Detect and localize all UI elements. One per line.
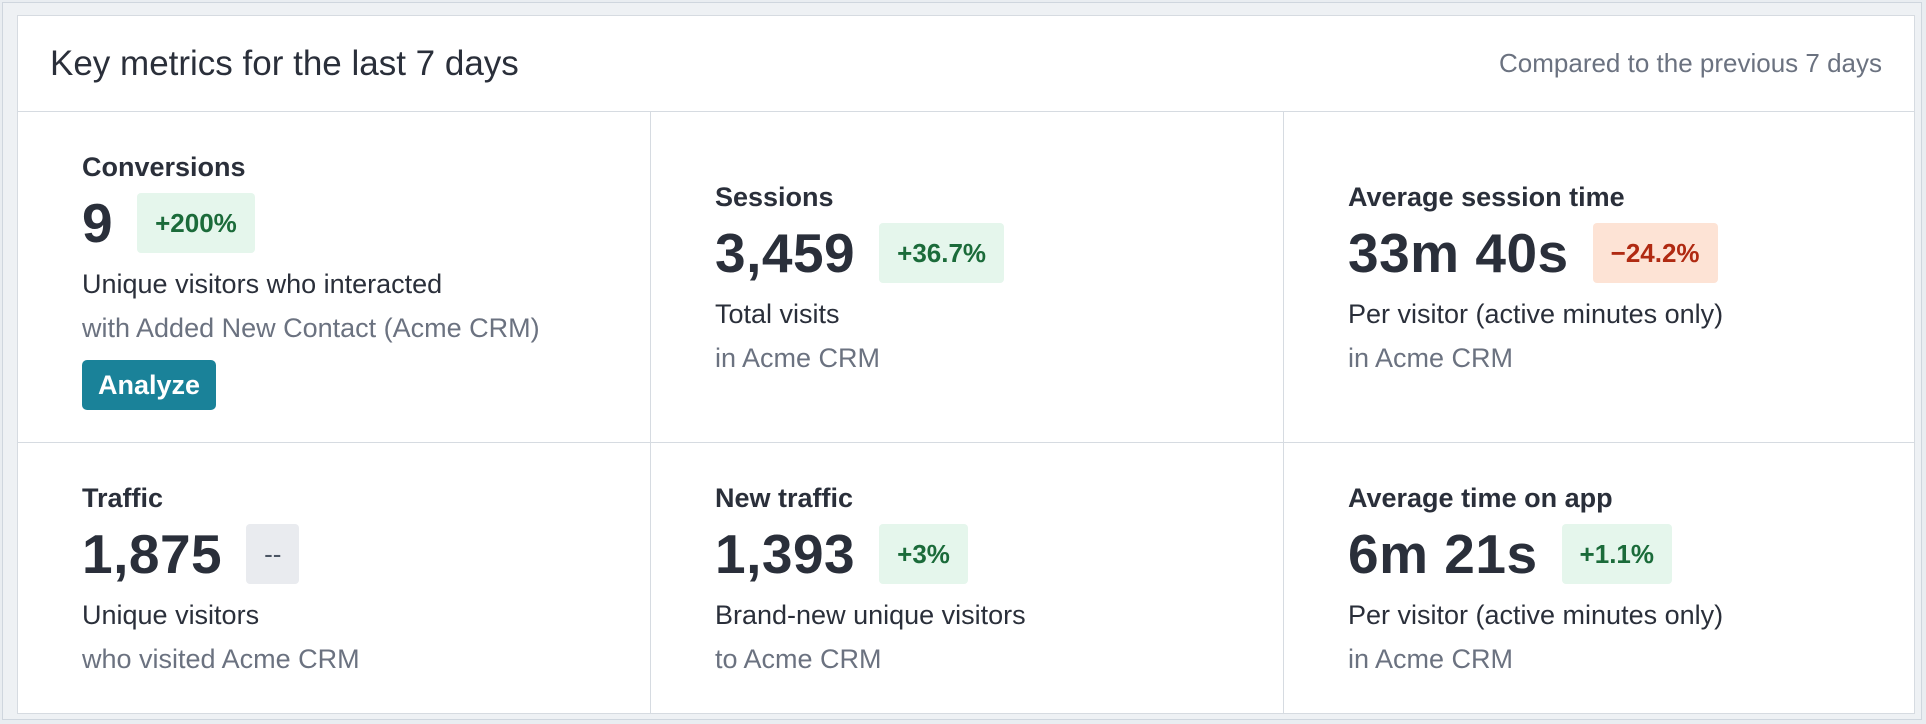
card-header: Key metrics for the last 7 days Compared… <box>18 16 1914 112</box>
delta-badge: +36.7% <box>879 223 1005 283</box>
metric-label: Conversions <box>82 152 246 182</box>
metric-value: 33m 40s <box>1348 222 1569 284</box>
metric-tile-average-session-time: Average session time 33m 40s −24.2% Per … <box>1284 112 1914 443</box>
delta-badge: -- <box>246 524 300 584</box>
metric-label: New traffic <box>715 483 854 513</box>
analyze-button[interactable]: Analyze <box>82 360 217 410</box>
metric-description: Per visitor (active minutes only) <box>1348 600 1724 630</box>
metric-subdescription: in Acme CRM <box>715 343 881 373</box>
metrics-grid: Conversions 9 +200% Unique visitors who … <box>18 112 1914 713</box>
delta-badge: +1.1% <box>1561 524 1672 584</box>
metric-subdescription: in Acme CRM <box>1348 343 1514 373</box>
metric-value: 1,875 <box>82 523 223 585</box>
delta-badge: +200% <box>137 193 255 253</box>
metric-label: Traffic <box>82 483 164 513</box>
metric-tile-average-time-on-app: Average time on app 6m 21s +1.1% Per vis… <box>1284 443 1914 713</box>
delta-badge: −24.2% <box>1592 223 1718 283</box>
metric-label: Average time on app <box>1348 483 1613 513</box>
delta-badge: +3% <box>879 524 968 584</box>
metric-tile-sessions: Sessions 3,459 +36.7% Total visits in Ac… <box>651 112 1284 443</box>
metric-value: 6m 21s <box>1348 523 1538 585</box>
metric-subdescription: in Acme CRM <box>1348 644 1514 674</box>
metric-label: Average session time <box>1348 182 1625 212</box>
metric-description: Brand-new unique visitors <box>715 600 1026 630</box>
metric-subdescription: to Acme CRM <box>715 644 882 674</box>
card-title: Key metrics for the last 7 days <box>50 43 519 83</box>
key-metrics-card: Key metrics for the last 7 days Compared… <box>17 15 1915 714</box>
metric-description: Per visitor (active minutes only) <box>1348 299 1724 329</box>
metric-tile-new-traffic: New traffic 1,393 +3% Brand-new unique v… <box>651 443 1284 713</box>
metric-subdescription: with Added New Contact (Acme CRM) <box>82 313 540 343</box>
metric-description: Unique visitors <box>82 600 260 630</box>
metric-description: Total visits <box>715 299 840 329</box>
metric-value: 1,393 <box>715 523 856 585</box>
metric-value: 3,459 <box>715 222 856 284</box>
metric-subdescription: who visited Acme CRM <box>82 644 360 674</box>
metric-value: 9 <box>82 192 114 254</box>
metric-label: Sessions <box>715 182 834 212</box>
metric-tile-conversions: Conversions 9 +200% Unique visitors who … <box>18 112 651 443</box>
comparison-note: Compared to the previous 7 days <box>1499 48 1882 78</box>
metric-description: Unique visitors who interacted <box>82 269 443 299</box>
metric-tile-traffic: Traffic 1,875 -- Unique visitors who vis… <box>18 443 651 713</box>
